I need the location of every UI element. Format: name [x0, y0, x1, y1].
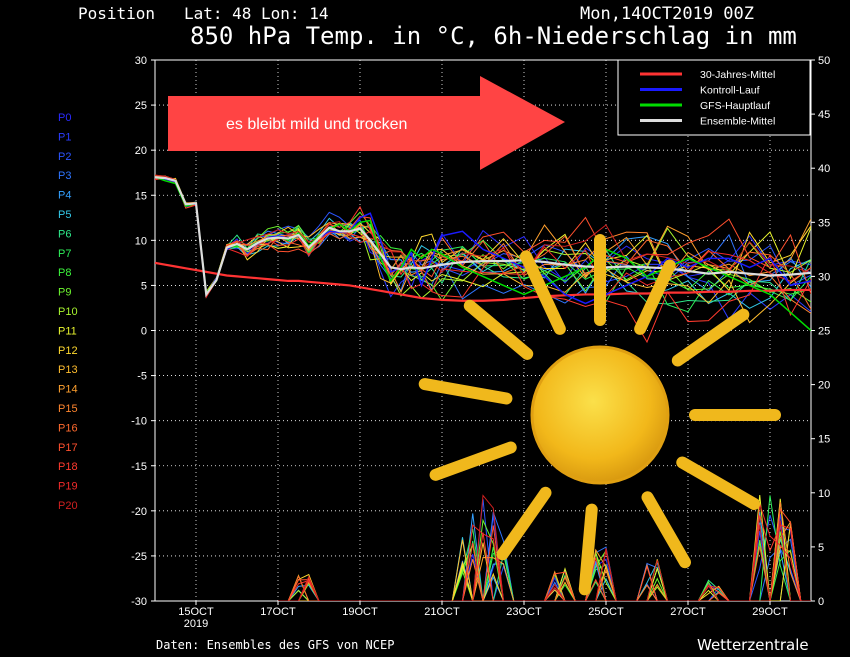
- x-tick-label: 23OCT: [506, 606, 542, 618]
- run-date: Mon,14OCT2019 00Z: [580, 4, 754, 24]
- member-label: P17: [58, 442, 78, 454]
- y2-tick-label: 30: [818, 271, 830, 283]
- y2-tick-label: 45: [818, 109, 830, 121]
- y2-tick-label: 25: [818, 326, 830, 338]
- sun-ray: [463, 299, 534, 360]
- x-tick-label: 27OCT: [670, 606, 706, 618]
- member-label: P19: [58, 481, 78, 493]
- precip-line: [278, 515, 811, 601]
- sun-ray: [676, 456, 761, 510]
- sun-ray: [520, 250, 566, 335]
- x-tick-label: 25OCT: [588, 606, 624, 618]
- y-axis-left: -30 -25 -20 -15 -10 -5 0 5 10 15 20 25 30: [131, 55, 155, 608]
- ensemble-line: [155, 177, 811, 295]
- y-tick-label: -5: [137, 371, 147, 383]
- member-label: P14: [58, 384, 78, 396]
- member-label: P15: [58, 403, 78, 415]
- member-label: P4: [58, 190, 71, 202]
- member-label: P0: [58, 112, 71, 124]
- y2-tick-label: 0: [818, 596, 824, 608]
- page-title: 850 hPa Temp. in °C, 6h-Niederschlag in …: [190, 22, 797, 50]
- x-tick-label: 21OCT: [424, 606, 460, 618]
- member-label: P11: [58, 325, 77, 337]
- brand-logo-text: Wetterzentrale: [697, 636, 809, 654]
- sun-ray: [496, 486, 552, 561]
- series-line: [155, 176, 811, 332]
- y-tick-label: -10: [131, 416, 147, 428]
- y2-tick-label: 50: [818, 55, 830, 67]
- legend-label: 30-Jahres-Mittel: [700, 69, 775, 81]
- member-label: P13: [58, 364, 78, 376]
- arrow-text: es bleibt mild und trocken: [226, 116, 407, 133]
- member-label: P6: [58, 228, 71, 240]
- member-label: P16: [58, 422, 78, 434]
- member-label: P10: [58, 306, 78, 318]
- member-label: P20: [58, 500, 78, 512]
- legend-label: Ensemble-Mittel: [700, 116, 775, 128]
- y-tick-label: -30: [131, 596, 147, 608]
- sun-ray: [641, 491, 691, 569]
- ensemble-line: [155, 177, 811, 321]
- y-tick-label: 15: [135, 190, 147, 202]
- y-tick-label: 5: [141, 280, 147, 292]
- legend: 30-Jahres-Mittel Kontroll-Lauf GFS-Hauptla…: [617, 59, 811, 136]
- member-label: P1: [58, 131, 71, 143]
- sun-ray: [429, 441, 517, 481]
- sun-ray: [671, 308, 750, 367]
- member-label: P12: [58, 345, 78, 357]
- sun-icon: [418, 234, 781, 596]
- member-label: P7: [58, 248, 71, 260]
- y-tick-label: -25: [131, 551, 147, 563]
- y2-tick-label: 20: [818, 380, 830, 392]
- x-tick-sublabel: 2019: [184, 618, 208, 630]
- ensemble-line: [155, 178, 811, 344]
- data-source: Daten: Ensembles des GFS von NCEP: [156, 638, 395, 652]
- legend-label: GFS-Hauptlauf: [700, 100, 770, 112]
- x-tick-label: 29OCT: [752, 606, 788, 618]
- x-tick-label: 17OCT: [260, 606, 296, 618]
- y2-tick-label: 40: [818, 163, 830, 175]
- precip-line: [278, 507, 811, 601]
- member-label: P5: [58, 209, 71, 221]
- sun-ray: [578, 503, 598, 596]
- sun-ray: [634, 259, 676, 335]
- member-label: P3: [58, 170, 71, 182]
- y-tick-label: 20: [135, 145, 147, 157]
- series-line: [155, 176, 811, 298]
- y-tick-label: -15: [131, 461, 147, 473]
- precip-lines: [278, 494, 811, 601]
- x-tick-label: 15OCT: [178, 606, 214, 618]
- arrow-annotation: es bleibt mild und trocken: [168, 76, 565, 170]
- y2-tick-label: 15: [818, 434, 830, 446]
- y-tick-label: 10: [135, 235, 147, 247]
- member-label: P2: [58, 151, 71, 163]
- precip-line: [278, 523, 811, 601]
- y2-tick-label: 35: [818, 217, 830, 229]
- y2-tick-label: 10: [818, 488, 830, 500]
- sun-ray: [418, 378, 513, 405]
- y-tick-label: 30: [135, 55, 147, 67]
- x-tick-label: 19OCT: [342, 606, 378, 618]
- member-labels: P0 P1 P2 P3 P4 P5 P6 P7 P8 P9 P10 P11 P12 P13 P14 P15 P1…: [58, 112, 78, 512]
- sun-disc: [530, 345, 670, 485]
- precip-line: [278, 522, 811, 601]
- legend-label: Kontroll-Lauf: [700, 85, 760, 97]
- y2-tick-label: 5: [818, 542, 824, 554]
- member-label: P8: [58, 267, 71, 279]
- y-axis-right: 0 5 10 15 20 25 30 35 40 45 50: [811, 55, 830, 608]
- y-tick-label: 25: [135, 100, 147, 112]
- position-label: Position Lat: 48 Lon: 14: [78, 4, 329, 23]
- member-label: P9: [58, 287, 71, 299]
- member-label: P18: [58, 461, 78, 473]
- y-tick-label: 0: [141, 326, 147, 338]
- y-tick-label: -20: [131, 506, 147, 518]
